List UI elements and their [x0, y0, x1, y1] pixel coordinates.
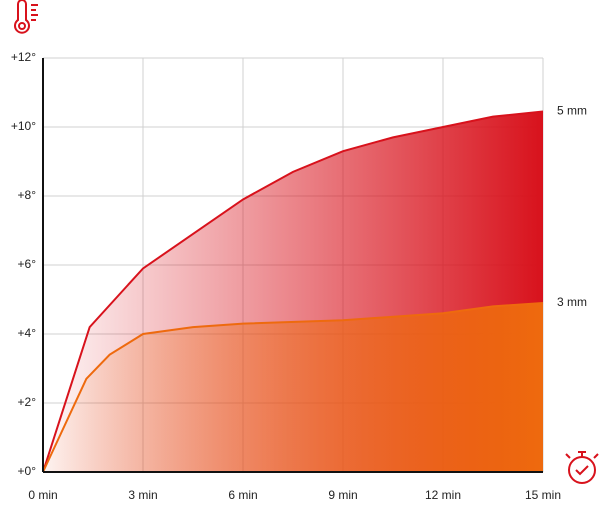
line — [42, 110, 544, 473]
y-tick-label: +2° — [18, 395, 37, 409]
x-tick-label: 9 min — [328, 488, 357, 502]
series-label: 5 mm — [557, 104, 587, 118]
x-tick-label: 12 min — [425, 488, 461, 502]
x-tick-label: 0 min — [28, 488, 57, 502]
line — [42, 301, 544, 473]
x-tick-label: 6 min — [228, 488, 257, 502]
series-label: 3 mm — [557, 295, 587, 309]
area — [43, 302, 543, 472]
x-tick-label: 15 min — [525, 488, 561, 502]
y-tick-label: +10° — [11, 119, 36, 133]
stopwatch-icon — [565, 451, 599, 484]
y-tick-label: +8° — [18, 188, 37, 202]
y-tick-label: +4° — [18, 326, 37, 340]
thermometer-icon — [14, 0, 38, 34]
y-tick-label: +0° — [18, 464, 37, 478]
y-tick-label: +12° — [11, 50, 36, 64]
x-tick-label: 3 min — [128, 488, 157, 502]
y-tick-label: +6° — [18, 257, 37, 271]
